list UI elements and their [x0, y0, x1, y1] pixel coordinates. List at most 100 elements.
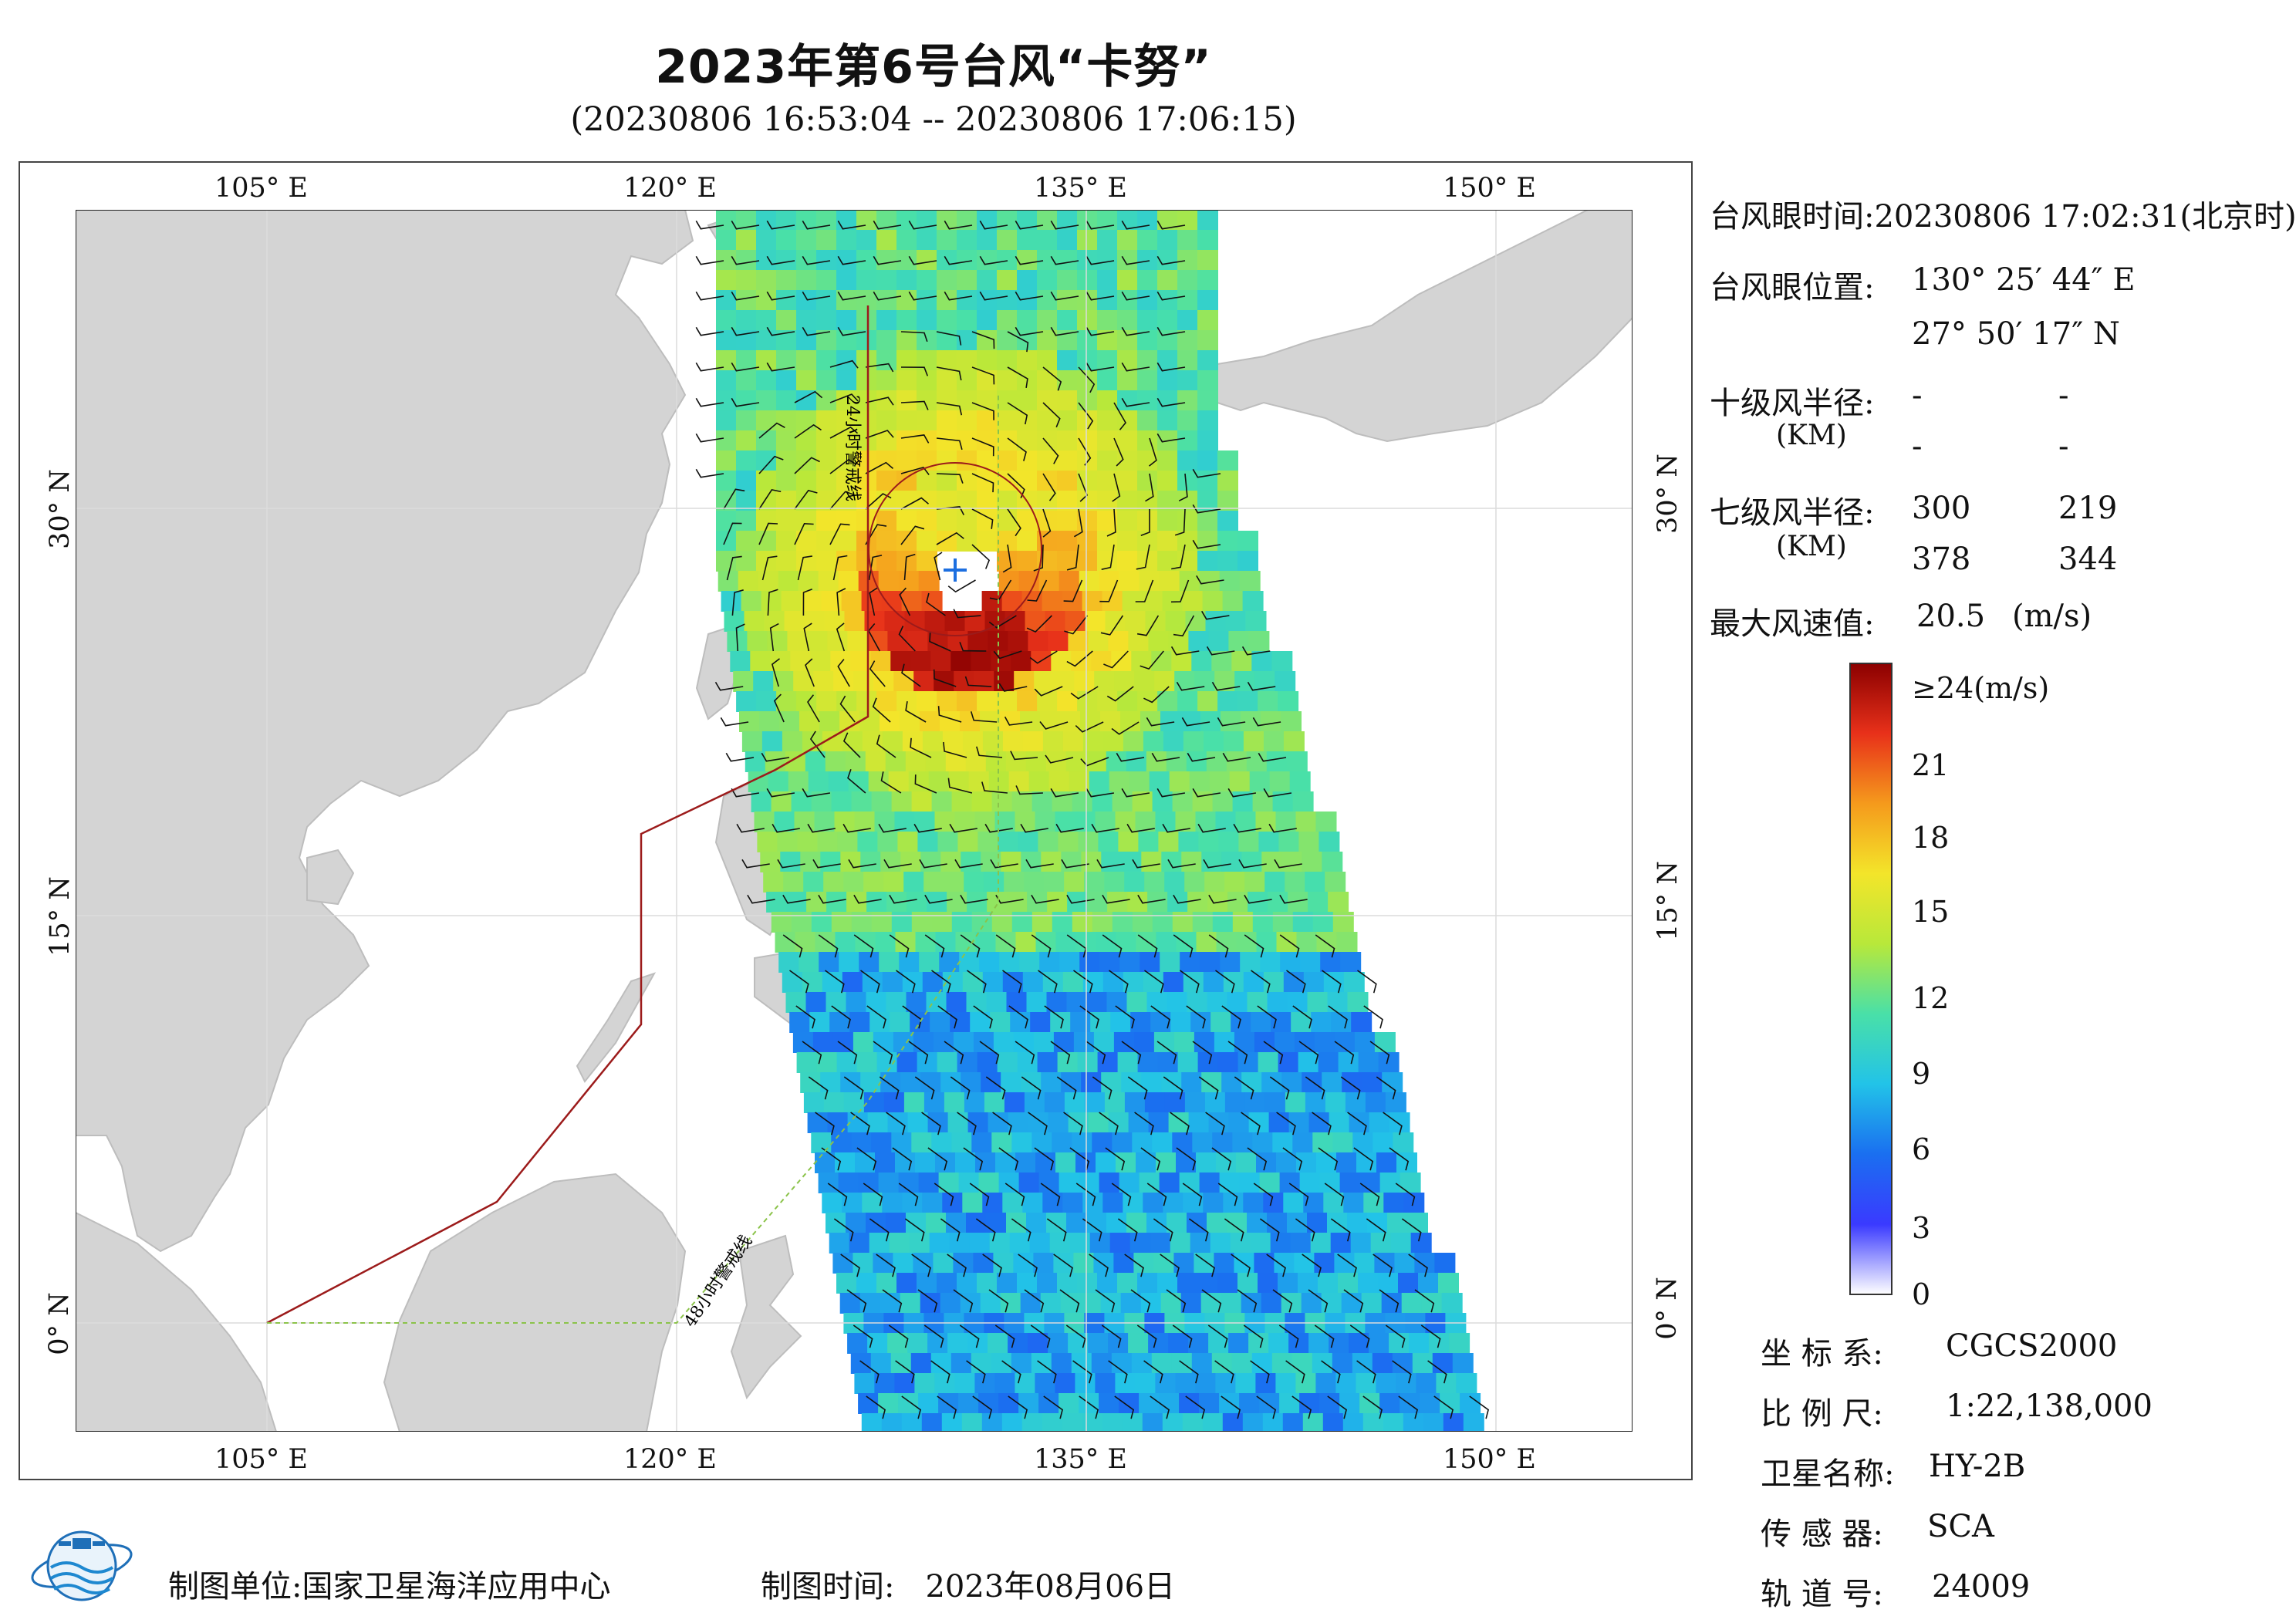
swath-cell [1143, 731, 1164, 752]
swath-cell [1077, 230, 1098, 251]
swath-cell [1018, 571, 1040, 592]
swath-cell [896, 531, 917, 552]
r7-value: 378 [1912, 542, 1971, 577]
wind-barb [1217, 1183, 1238, 1206]
swath-cell [974, 671, 995, 692]
swath-cell [1318, 1052, 1339, 1073]
wind-barb [1192, 468, 1221, 478]
swath-cell [997, 290, 1018, 311]
wind-field-map[interactable]: 24小时警戒线 48小时警戒线 [76, 210, 1633, 1432]
wind-barb [970, 711, 998, 723]
swath-cell [1418, 1273, 1439, 1294]
swath-cell [1299, 1173, 1321, 1193]
swath-cell [1020, 711, 1041, 732]
swath-cell [1281, 1072, 1303, 1093]
swath-cell [1097, 531, 1118, 552]
wind-barb [1357, 970, 1377, 994]
swath-cell [883, 872, 905, 892]
swath-cell [851, 791, 873, 812]
swath-cell [1283, 731, 1305, 752]
wind-barb [901, 1395, 922, 1419]
swath-cell [1316, 1152, 1337, 1173]
swath-cell [1108, 1112, 1129, 1133]
wind-barb [1026, 615, 1052, 633]
wind-barb [1103, 650, 1129, 669]
swath-cell [1323, 972, 1345, 993]
swath-cell [1017, 290, 1038, 311]
swath-cell [768, 771, 789, 792]
wind-barb [829, 458, 857, 474]
swath-cell [1302, 1072, 1323, 1093]
swath-cell [1037, 370, 1058, 391]
swath-cell [1237, 551, 1258, 572]
swath-cell [1276, 932, 1298, 953]
swath-cell [1047, 892, 1069, 913]
wind-barb [829, 491, 855, 510]
swath-cell [896, 350, 917, 371]
swath-cell [1194, 671, 1216, 692]
wind-barb [959, 1324, 980, 1348]
top-lon-tick: 150° E [1443, 173, 1536, 204]
wind-barb [1258, 752, 1287, 762]
swath-cell [1077, 330, 1098, 351]
swath-cell [1434, 1253, 1456, 1274]
wind-barb [1117, 1218, 1138, 1242]
swath-cell [1279, 1393, 1301, 1414]
swath-cell [1039, 952, 1061, 973]
swath-cell [917, 250, 937, 271]
swath-cell [999, 952, 1021, 973]
swath-cell [1281, 852, 1303, 872]
swath-cell [1214, 1253, 1235, 1274]
swath-cell [1022, 972, 1044, 993]
swath-cell [1279, 1173, 1301, 1193]
wind-barb [1312, 1112, 1332, 1135]
wind-barb [866, 1395, 886, 1419]
wind-barb [869, 660, 886, 687]
eye-lon: 130° 25′ 44″ E [1912, 262, 2136, 298]
swath-cell [1329, 1333, 1350, 1354]
wind-barb [821, 1147, 842, 1171]
wind-barb [1215, 970, 1235, 994]
typhoon-eye-marker[interactable] [944, 558, 967, 582]
swath-cell [795, 932, 816, 953]
swath-cell [1420, 1393, 1441, 1414]
wind-barb [1007, 366, 1028, 389]
swath-cell [1117, 310, 1138, 331]
swath-cell [910, 651, 932, 672]
wind-barb [1115, 1005, 1135, 1029]
wind-barb [981, 781, 1008, 794]
swath-cell [954, 1373, 976, 1394]
swath-cell [1017, 250, 1038, 271]
swath-cell [850, 1353, 872, 1374]
swath-cell [1343, 972, 1365, 993]
swath-cell [877, 832, 899, 852]
wind-barb [1101, 544, 1115, 570]
swath-cell [1041, 852, 1062, 872]
swath-cell [942, 1193, 964, 1213]
swath-cell [846, 1213, 866, 1233]
swath-cell [1410, 1233, 1432, 1254]
wind-barb [1208, 934, 1229, 958]
swath-cell [1002, 972, 1024, 993]
top-lon-tick: 105° E [214, 173, 308, 204]
swath-cell [984, 1092, 1005, 1113]
swath-cell [863, 1092, 885, 1113]
swath-cell [1387, 1213, 1408, 1233]
wind-barb [971, 437, 994, 457]
wind-barb [1363, 1005, 1383, 1029]
swath-cell [1049, 1233, 1071, 1254]
swath-cell [937, 511, 957, 531]
wind-barb [1401, 1218, 1422, 1242]
wind-barb [1274, 859, 1302, 869]
swath-cell [736, 471, 757, 491]
swath-cell [917, 832, 939, 852]
swath-cell [880, 1293, 901, 1314]
swath-cell [835, 932, 856, 953]
swath-cell [1093, 1253, 1115, 1274]
wind-barb [1321, 1360, 1341, 1384]
swath-cell [716, 270, 737, 291]
swath-cell [811, 1132, 832, 1153]
wind-barb [1356, 1360, 1376, 1384]
swath-cell [957, 832, 979, 852]
wind-barb [878, 823, 907, 833]
